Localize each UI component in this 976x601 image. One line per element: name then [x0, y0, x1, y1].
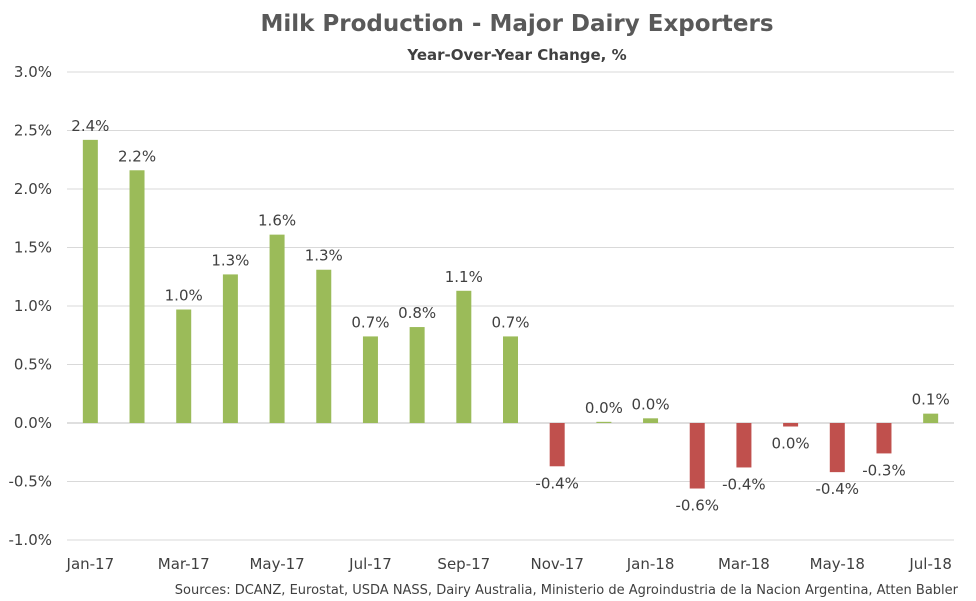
y-tick-label: 1.0%: [14, 297, 52, 315]
data-label: 1.1%: [445, 268, 483, 286]
bar-jan-17: [82, 139, 98, 424]
y-tick-label: 0.5%: [14, 356, 52, 374]
x-tick-label: Jan-17: [66, 555, 115, 573]
bar-mar-17: [176, 309, 192, 423]
y-tick-label: 2.0%: [14, 180, 52, 198]
data-labels: 2.4% 2.2% 1.0% 1.3% 1.6% 1.3% 0.7% 0.8% 1.1% 0.7%…: [71, 117, 949, 515]
data-label: 2.4%: [71, 117, 109, 135]
x-tick-label: Jan-18: [626, 555, 675, 573]
data-label: 0.7%: [351, 313, 389, 331]
data-label: 0.1%: [912, 391, 950, 409]
gridlines: [67, 71, 954, 541]
bars: [82, 139, 939, 489]
y-tick-label: 1.5%: [14, 239, 52, 257]
data-label: 1.6%: [258, 212, 296, 230]
x-tick-label: Jul-18: [908, 555, 952, 573]
bar-feb-17: [129, 170, 145, 423]
data-label: -0.4%: [535, 474, 579, 492]
x-tick-label: Jul-17: [348, 555, 392, 573]
bar-jul-18: [923, 413, 939, 423]
bar-oct-17: [503, 336, 518, 423]
x-tick-label: Mar-17: [158, 555, 210, 573]
data-label: -0.3%: [862, 461, 906, 479]
data-label: -0.4%: [816, 480, 860, 498]
data-label: 1.0%: [165, 287, 203, 305]
y-tick-label: -0.5%: [8, 473, 52, 491]
data-label: 1.3%: [305, 247, 343, 265]
data-label: 1.3%: [211, 251, 249, 269]
x-tick-label: Nov-17: [530, 555, 583, 573]
bar-apr-17: [222, 274, 238, 423]
source-note: Sources: DCANZ, Eurostat, USDA NASS, Dai…: [175, 583, 959, 598]
bar-jan-18: [643, 418, 659, 423]
bar-dec-17: [596, 421, 612, 423]
x-tick-label: May-17: [249, 555, 304, 573]
bar-sep-17: [456, 290, 472, 423]
x-tick-label: Mar-18: [718, 555, 770, 573]
bar-jun-17: [316, 269, 332, 423]
bar-jul-17: [362, 336, 378, 423]
data-label: 2.2%: [118, 147, 156, 165]
bar-may-18: [829, 423, 845, 473]
data-label: -0.6%: [675, 497, 719, 515]
data-label: 0.0%: [585, 399, 623, 417]
y-tick-label: -1.0%: [8, 531, 52, 549]
x-axis: Jan-17 Mar-17 May-17 Jul-17 Sep-17 Nov-17 Jan-…: [66, 555, 952, 573]
y-axis: 3.0% 2.5% 2.0% 1.5% 1.0% 0.5% 0.0% -0.5% -1.0%: [8, 63, 52, 549]
bar-feb-18: [689, 423, 705, 489]
data-label: 0.0%: [631, 395, 669, 413]
x-tick-label: Sep-17: [437, 555, 490, 573]
bar-jun-18: [876, 423, 892, 454]
bar-may-17: [269, 234, 285, 423]
bar-nov-17: [549, 423, 565, 467]
bar-mar-18: [736, 423, 752, 468]
data-label: 0.8%: [398, 304, 436, 322]
chart-title: Milk Production - Major Dairy Exporters: [260, 11, 773, 37]
chart-subtitle: Year-Over-Year Change, %: [406, 46, 626, 64]
y-tick-label: 0.0%: [14, 414, 52, 432]
bar-apr-18: [783, 423, 799, 427]
data-label: 0.0%: [772, 435, 810, 453]
y-tick-label: 3.0%: [14, 63, 52, 81]
data-label: -0.4%: [722, 475, 766, 493]
data-label: 0.7%: [491, 313, 529, 331]
y-tick-label: 2.5%: [14, 122, 52, 140]
bar-aug-17: [409, 327, 425, 423]
x-tick-label: May-18: [810, 555, 865, 573]
